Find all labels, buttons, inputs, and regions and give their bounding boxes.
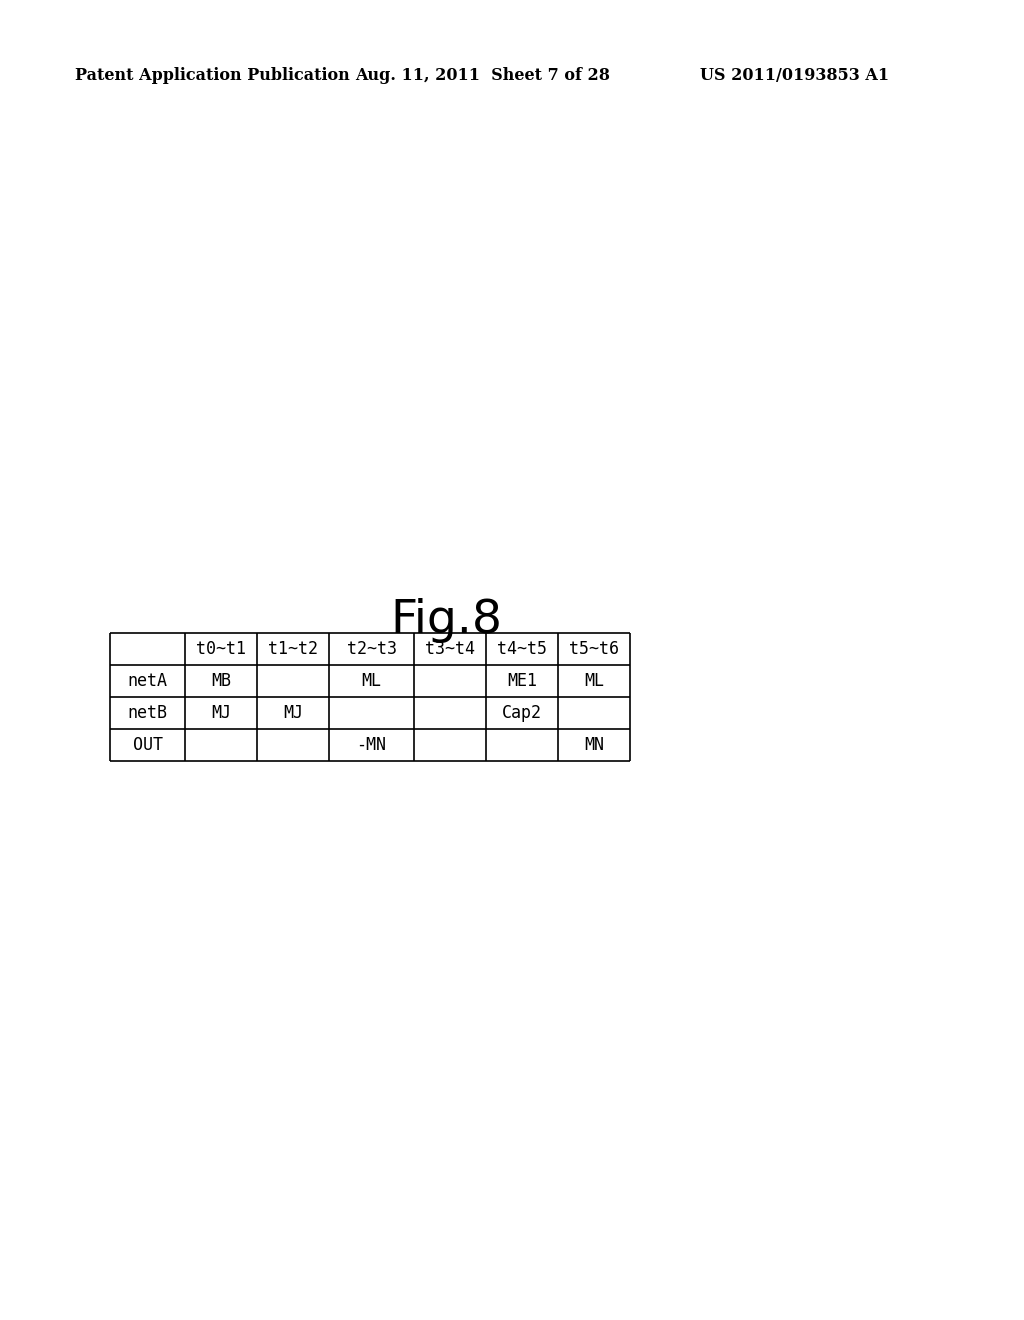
Text: ML: ML	[361, 672, 382, 690]
Text: MB: MB	[211, 672, 231, 690]
Text: t4~t5: t4~t5	[497, 640, 547, 657]
Text: -MN: -MN	[356, 737, 386, 754]
Text: t0~t1: t0~t1	[196, 640, 246, 657]
Text: OUT: OUT	[132, 737, 163, 754]
Text: ML: ML	[584, 672, 604, 690]
Text: t1~t2: t1~t2	[268, 640, 318, 657]
Text: Cap2: Cap2	[502, 704, 542, 722]
Text: ME1: ME1	[507, 672, 537, 690]
Text: MJ: MJ	[211, 704, 231, 722]
Text: Fig.8: Fig.8	[390, 598, 502, 643]
Text: netA: netA	[128, 672, 168, 690]
Text: Patent Application Publication: Patent Application Publication	[75, 66, 350, 83]
Text: MJ: MJ	[283, 704, 303, 722]
Text: t5~t6: t5~t6	[569, 640, 618, 657]
Text: US 2011/0193853 A1: US 2011/0193853 A1	[700, 66, 889, 83]
Text: netB: netB	[128, 704, 168, 722]
Text: Aug. 11, 2011  Sheet 7 of 28: Aug. 11, 2011 Sheet 7 of 28	[355, 66, 610, 83]
Text: t2~t3: t2~t3	[346, 640, 396, 657]
Text: MN: MN	[584, 737, 604, 754]
Text: t3~t4: t3~t4	[425, 640, 475, 657]
